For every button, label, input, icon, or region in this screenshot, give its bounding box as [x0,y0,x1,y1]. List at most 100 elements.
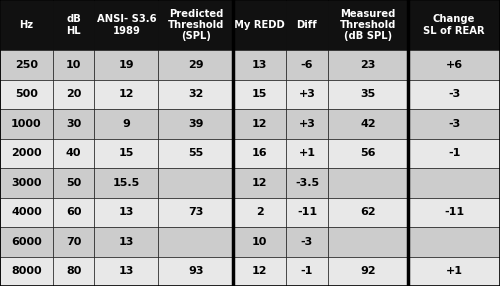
Bar [0,0,53,50]
Bar [286,80,328,109]
Bar [53,138,94,168]
Text: 93: 93 [188,266,204,276]
Bar [234,80,286,109]
Text: 70: 70 [66,237,82,247]
Bar [234,138,286,168]
Text: 12: 12 [118,89,134,99]
Bar [0,138,53,168]
Bar [53,109,94,138]
Bar [94,109,158,138]
Text: 62: 62 [360,207,376,217]
Bar [94,138,158,168]
Text: 2: 2 [256,207,264,217]
Text: 13: 13 [118,266,134,276]
Bar [0,80,53,109]
Bar [328,168,408,198]
Text: Diff: Diff [296,20,318,30]
Text: +1: +1 [298,148,316,158]
Bar [408,0,500,50]
Bar [408,50,500,80]
Bar [408,109,500,138]
Text: -1: -1 [301,266,313,276]
Bar [328,257,408,286]
Bar [0,50,53,80]
Text: 250: 250 [15,60,38,70]
Bar [234,0,286,50]
Text: 39: 39 [188,119,204,129]
Bar [94,50,158,80]
Text: -11: -11 [444,207,464,217]
Bar [158,168,234,198]
Text: 80: 80 [66,266,82,276]
Text: ANSI- S3.6
1989: ANSI- S3.6 1989 [96,14,156,36]
Bar [158,227,234,257]
Bar [408,257,500,286]
Text: 30: 30 [66,119,81,129]
Bar [408,138,500,168]
Bar [286,138,328,168]
Bar [234,50,286,80]
Bar [94,227,158,257]
Text: 8000: 8000 [11,266,42,276]
Text: +3: +3 [298,89,316,99]
Text: 73: 73 [188,207,204,217]
Text: 32: 32 [188,89,204,99]
Text: Change
SL of REAR: Change SL of REAR [424,14,485,36]
Bar [234,227,286,257]
Text: 4000: 4000 [11,207,42,217]
Text: 12: 12 [252,178,268,188]
Bar [328,109,408,138]
Text: dB
HL: dB HL [66,14,81,36]
Bar [286,0,328,50]
Bar [234,168,286,198]
Bar [408,168,500,198]
Bar [328,80,408,109]
Bar [408,198,500,227]
Text: 13: 13 [252,60,268,70]
Bar [158,138,234,168]
Text: 13: 13 [118,207,134,217]
Bar [94,198,158,227]
Text: 15: 15 [252,89,268,99]
Text: 55: 55 [188,148,204,158]
Text: 40: 40 [66,148,82,158]
Text: 9: 9 [122,119,130,129]
Text: 35: 35 [360,89,376,99]
Bar [286,109,328,138]
Text: Hz: Hz [20,20,34,30]
Bar [0,257,53,286]
Text: -3: -3 [448,119,460,129]
Text: -3.5: -3.5 [295,178,319,188]
Bar [0,227,53,257]
Bar [158,257,234,286]
Bar [408,227,500,257]
Bar [53,227,94,257]
Text: 60: 60 [66,207,82,217]
Text: 92: 92 [360,266,376,276]
Bar [158,50,234,80]
Bar [234,257,286,286]
Bar [328,50,408,80]
Bar [158,0,234,50]
Text: My REDD: My REDD [234,20,285,30]
Bar [286,198,328,227]
Bar [234,198,286,227]
Bar [0,168,53,198]
Bar [328,0,408,50]
Text: -3: -3 [448,89,460,99]
Bar [94,0,158,50]
Text: 1000: 1000 [11,119,42,129]
Bar [328,198,408,227]
Text: 12: 12 [252,266,268,276]
Bar [53,50,94,80]
Text: +1: +1 [446,266,462,276]
Text: Measured
Threshold
(dB SPL): Measured Threshold (dB SPL) [340,9,396,41]
Bar [94,168,158,198]
Bar [0,198,53,227]
Bar [286,257,328,286]
Bar [158,109,234,138]
Bar [408,80,500,109]
Text: -1: -1 [448,148,460,158]
Bar [286,168,328,198]
Text: 15.5: 15.5 [113,178,140,188]
